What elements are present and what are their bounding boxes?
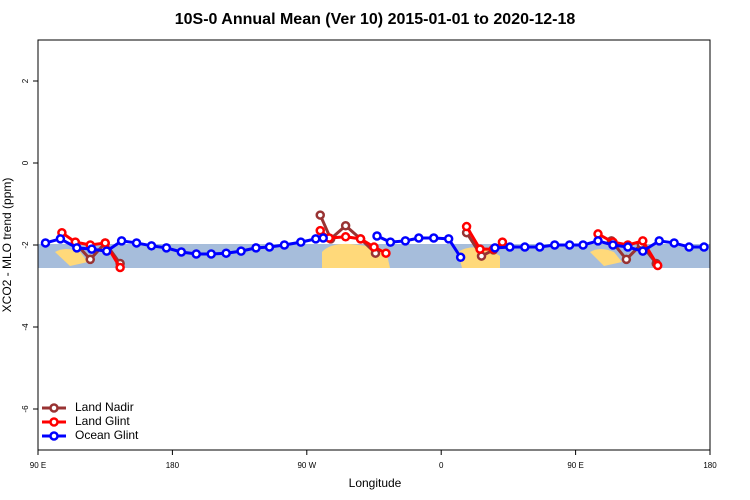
point bbox=[684, 242, 694, 252]
legend-marker bbox=[49, 431, 59, 441]
point bbox=[497, 237, 508, 247]
y-tick-label: -6 bbox=[21, 405, 30, 413]
x-tick-label: 0 bbox=[439, 461, 444, 470]
point bbox=[100, 238, 110, 248]
point bbox=[564, 240, 575, 250]
point bbox=[455, 252, 466, 263]
point bbox=[279, 240, 290, 250]
point bbox=[101, 246, 112, 256]
point bbox=[652, 260, 663, 271]
x-tick-label: 180 bbox=[166, 461, 180, 470]
point bbox=[311, 234, 321, 244]
point bbox=[381, 248, 391, 258]
point bbox=[623, 242, 633, 252]
point bbox=[251, 243, 261, 253]
point bbox=[315, 225, 325, 236]
point bbox=[318, 233, 328, 243]
point bbox=[146, 241, 157, 251]
point bbox=[55, 234, 66, 244]
legend-label: Ocean Glint bbox=[75, 428, 139, 442]
point bbox=[385, 237, 396, 247]
point bbox=[115, 262, 125, 273]
point bbox=[206, 249, 216, 259]
point bbox=[369, 242, 379, 252]
y-tick-label: 0 bbox=[21, 160, 30, 165]
point bbox=[116, 236, 127, 246]
point bbox=[621, 254, 632, 265]
point bbox=[578, 240, 588, 250]
point bbox=[372, 231, 382, 241]
y-tick-label: 2 bbox=[21, 78, 30, 83]
point bbox=[443, 234, 454, 244]
y-tick-label: -2 bbox=[21, 241, 30, 249]
land bbox=[590, 249, 622, 266]
point bbox=[608, 240, 618, 250]
point bbox=[72, 243, 82, 253]
point bbox=[505, 242, 515, 252]
point bbox=[400, 236, 411, 246]
point bbox=[428, 233, 439, 243]
point bbox=[40, 238, 51, 248]
point bbox=[87, 244, 97, 254]
point bbox=[535, 242, 545, 252]
x-tick-label: 180 bbox=[703, 461, 717, 470]
point bbox=[669, 238, 679, 248]
point bbox=[221, 248, 231, 258]
point bbox=[236, 246, 246, 256]
point bbox=[461, 221, 472, 232]
point bbox=[654, 236, 664, 246]
y-axis-label: XCO2 - MLO trend (ppm) bbox=[0, 178, 14, 313]
point bbox=[638, 246, 648, 256]
point bbox=[414, 233, 424, 243]
point bbox=[85, 254, 96, 265]
point bbox=[131, 238, 142, 248]
land bbox=[55, 249, 88, 266]
point bbox=[191, 249, 202, 259]
point bbox=[315, 210, 325, 220]
point bbox=[161, 243, 172, 253]
point bbox=[296, 237, 306, 247]
point bbox=[264, 242, 275, 252]
x-tick-label: 90 E bbox=[567, 461, 583, 470]
point bbox=[549, 240, 560, 250]
legend-label: Land Glint bbox=[75, 414, 130, 428]
legend-marker bbox=[49, 403, 59, 413]
y-tick-label: -4 bbox=[21, 323, 30, 331]
point bbox=[340, 220, 351, 231]
point bbox=[475, 244, 485, 254]
point bbox=[520, 242, 530, 252]
point bbox=[490, 243, 500, 253]
legend-marker bbox=[49, 417, 59, 427]
point bbox=[593, 236, 603, 246]
point bbox=[176, 247, 187, 257]
chart-title: 10S-0 Annual Mean (Ver 10) 2015-01-01 to… bbox=[175, 11, 576, 28]
x-tick-label: 90 E bbox=[30, 461, 46, 470]
x-axis-label: Longitude bbox=[349, 476, 402, 490]
point bbox=[638, 236, 648, 246]
point bbox=[699, 242, 709, 252]
point bbox=[340, 232, 351, 242]
point bbox=[355, 234, 366, 244]
x-tick-label: 90 W bbox=[297, 461, 316, 470]
legend-label: Land Nadir bbox=[75, 400, 134, 414]
